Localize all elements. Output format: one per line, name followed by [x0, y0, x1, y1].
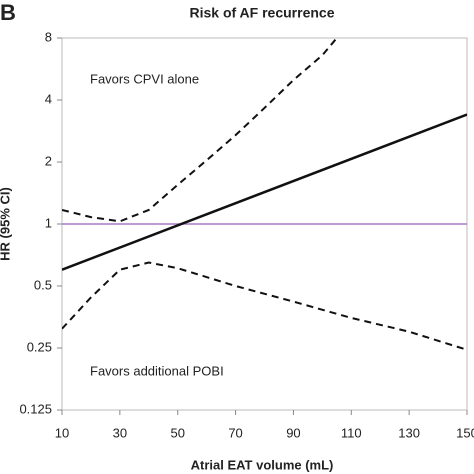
y-tick-label: 0.5 [34, 277, 52, 292]
y-tick-label: 1 [45, 215, 52, 230]
x-tick-label: 150 [456, 425, 474, 440]
ci-line [62, 261, 467, 351]
ci-line [62, 38, 338, 223]
plot-area [62, 38, 467, 351]
annotation: Favors CPVI alone [90, 71, 199, 86]
x-tick-label: 70 [228, 425, 242, 440]
x-tick-label: 30 [113, 425, 127, 440]
y-tick-label: 2 [45, 153, 52, 168]
x-tick-label: 130 [398, 425, 420, 440]
y-axis-label: HR (95% CI) [0, 187, 12, 261]
panel-label: B [0, 0, 16, 25]
y-tick-label: 4 [45, 91, 52, 106]
x-tick-label: 110 [341, 425, 362, 440]
x-tick-label: 90 [286, 425, 300, 440]
y-tick-label: 0.125 [19, 401, 52, 416]
annotation: Favors additional POBI [90, 363, 224, 378]
x-axis-label: Atrial EAT volume (mL) [191, 457, 334, 472]
hr-line [62, 113, 467, 271]
x-tick-label: 50 [170, 425, 184, 440]
chart-title: Risk of AF recurrence [190, 5, 335, 21]
y-tick-label: 8 [45, 29, 52, 44]
x-tick-label: 10 [55, 425, 69, 440]
y-tick-label: 0.25 [27, 339, 52, 354]
